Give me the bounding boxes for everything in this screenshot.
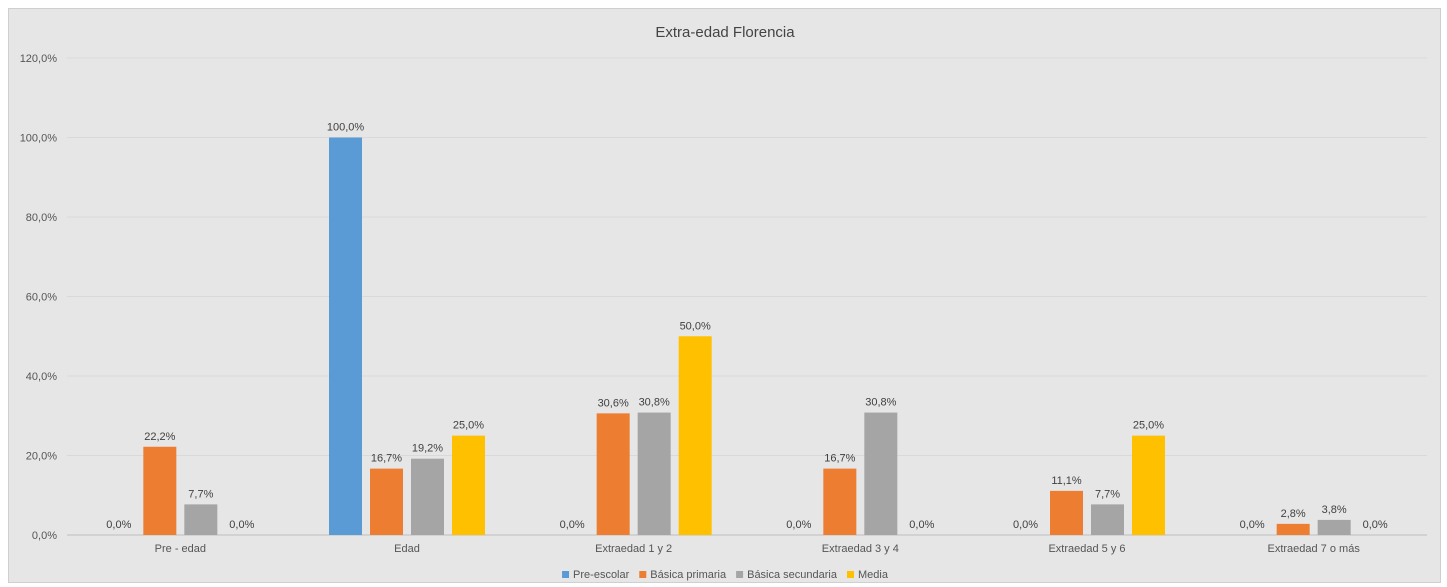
data-label: 7,7% xyxy=(188,488,213,500)
data-label: 2,8% xyxy=(1281,508,1306,520)
legend-label: Básica primaria xyxy=(650,569,727,581)
x-tick-label: Pre - edad xyxy=(155,543,206,555)
data-label: 0,0% xyxy=(786,519,811,531)
data-label: 30,6% xyxy=(598,397,629,409)
x-tick-label: Extraedad 1 y 2 xyxy=(595,543,672,555)
labels-layer: 0,0% 22,2% 7,7% 0,0% Pre - edad 100,0% 16,7% 19… xyxy=(106,122,1388,556)
data-label: 50,0% xyxy=(680,320,711,332)
y-tick-label: 100,0% xyxy=(20,133,58,145)
bar xyxy=(1050,490,1083,535)
data-label: 0,0% xyxy=(106,519,131,531)
y-tick-label: 0,0% xyxy=(32,530,57,542)
data-label: 0,0% xyxy=(909,519,934,531)
y-tick-label: 60,0% xyxy=(26,292,57,304)
legend-label: Básica secundaria xyxy=(747,569,838,581)
legend-label: Pre-escolar xyxy=(573,569,630,581)
bar xyxy=(370,468,403,535)
data-label: 16,7% xyxy=(371,453,402,465)
legend-swatch xyxy=(562,571,570,578)
bar xyxy=(678,336,712,535)
y-tick-label: 40,0% xyxy=(26,371,57,383)
data-label: 0,0% xyxy=(1363,519,1388,531)
data-label: 25,0% xyxy=(1133,420,1164,432)
y-tick-label: 80,0% xyxy=(26,212,57,224)
data-label: 30,8% xyxy=(639,397,670,409)
data-label: 7,7% xyxy=(1095,488,1120,500)
bar xyxy=(1132,435,1165,535)
data-label: 0,0% xyxy=(1240,519,1265,531)
data-label: 19,2% xyxy=(412,443,443,455)
data-label: 0,0% xyxy=(1013,519,1038,531)
bar xyxy=(452,435,485,535)
data-label: 100,0% xyxy=(327,122,365,134)
y-tick-label: 120,0% xyxy=(20,53,58,65)
grid-layer: 0,0% 20,0% 40,0% 60,0% 80,0% 100,0% 120,0% xyxy=(20,53,1427,542)
chart-frame: Extra-edad Florencia 0,0% 20,0% 40,0% 60,0%… xyxy=(8,8,1441,583)
legend-swatch xyxy=(639,571,647,578)
chart-title: Extra-edad Florencia xyxy=(655,24,795,41)
legend-item: Media xyxy=(846,569,889,581)
legend-item: Pre-escolar xyxy=(562,569,630,581)
data-label: 3,8% xyxy=(1322,504,1347,516)
bar xyxy=(143,446,177,535)
bar xyxy=(596,413,630,535)
bar xyxy=(823,468,857,535)
bar xyxy=(411,458,444,535)
data-label: 30,8% xyxy=(865,397,896,409)
bar xyxy=(1317,519,1351,535)
data-label: 0,0% xyxy=(229,519,254,531)
bar xyxy=(864,412,898,535)
x-tick-label: Extraedad 7 o más xyxy=(1267,543,1360,555)
x-tick-label: Extraedad 5 y 6 xyxy=(1048,543,1125,555)
legend-swatch xyxy=(846,571,854,578)
legend: Pre-escolar Básica primaria Básica secunda… xyxy=(562,569,889,581)
legend-label: Media xyxy=(858,569,889,581)
bar xyxy=(637,412,671,535)
data-label: 0,0% xyxy=(560,519,585,531)
legend-item: Básica secundaria xyxy=(736,569,838,581)
data-label: 11,1% xyxy=(1051,475,1082,487)
legend-item: Básica primaria xyxy=(639,569,727,581)
x-tick-label: Edad xyxy=(394,543,420,555)
y-tick-label: 20,0% xyxy=(26,451,57,463)
data-label: 25,0% xyxy=(453,420,484,432)
bar xyxy=(329,137,362,535)
x-tick-label: Extraedad 3 y 4 xyxy=(822,543,899,555)
bar xyxy=(1276,523,1310,535)
bar xyxy=(1091,504,1124,535)
data-label: 22,2% xyxy=(144,431,175,443)
bars-layer xyxy=(143,137,1351,535)
legend-swatch xyxy=(736,571,744,578)
data-label: 16,7% xyxy=(824,453,855,465)
bar xyxy=(184,504,218,535)
chart-svg: Extra-edad Florencia 0,0% 20,0% 40,0% 60,0%… xyxy=(20,24,1427,581)
